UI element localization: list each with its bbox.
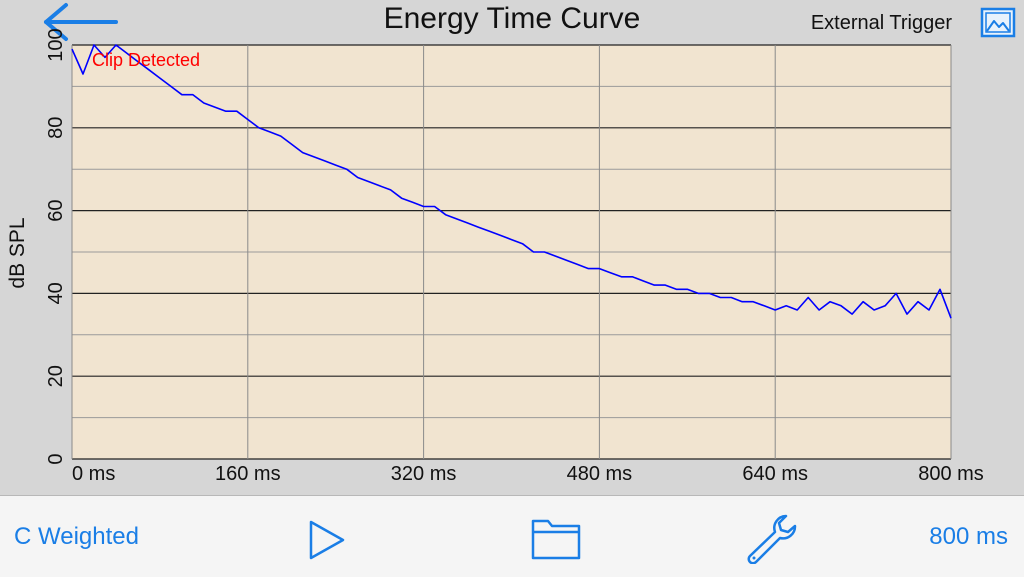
x-tick-label: 160 ms bbox=[215, 463, 281, 485]
x-tick-label: 480 ms bbox=[567, 463, 633, 485]
y-tick-label: 40 bbox=[45, 282, 67, 304]
play-button[interactable] bbox=[305, 518, 349, 562]
clip-warning: Clip Detected bbox=[92, 50, 200, 70]
settings-button[interactable] bbox=[744, 512, 798, 565]
folder-icon bbox=[531, 519, 581, 560]
weighting-button[interactable]: C Weighted bbox=[14, 523, 139, 550]
y-tick-label: 0 bbox=[45, 453, 67, 464]
x-tick-label: 320 ms bbox=[391, 463, 457, 485]
back-button[interactable] bbox=[40, 2, 120, 42]
image-button[interactable] bbox=[980, 6, 1016, 42]
page-title: Energy Time Curve bbox=[383, 2, 641, 35]
time-range-button[interactable]: 800 ms bbox=[929, 523, 1008, 550]
y-tick-label: 20 bbox=[45, 365, 67, 387]
trigger-label[interactable]: External Trigger bbox=[810, 12, 952, 34]
y-tick-label: 80 bbox=[45, 117, 67, 139]
y-tick-label: 60 bbox=[45, 199, 67, 221]
back-arrow-icon bbox=[44, 3, 118, 41]
y-tick-label: 100 bbox=[45, 28, 67, 61]
x-tick-label: 0 ms bbox=[72, 463, 115, 485]
header: Energy Time Curve External Trigger bbox=[0, 0, 1024, 44]
wrench-icon bbox=[747, 514, 797, 565]
play-icon bbox=[309, 520, 345, 560]
image-icon bbox=[980, 7, 1016, 38]
folder-button[interactable] bbox=[530, 515, 582, 561]
etc-chart: 0 20 40 60 80 100 0 ms 160 ms 320 ms 480 ms 640 ms… bbox=[6, 28, 984, 485]
x-tick-label: 800 ms bbox=[918, 463, 984, 485]
etc-trace bbox=[71, 44, 952, 319]
bottom-toolbar: C Weighted 800 ms bbox=[0, 495, 1024, 577]
x-tick-label: 640 ms bbox=[742, 463, 808, 485]
y-axis-label: dB SPL bbox=[6, 217, 29, 288]
